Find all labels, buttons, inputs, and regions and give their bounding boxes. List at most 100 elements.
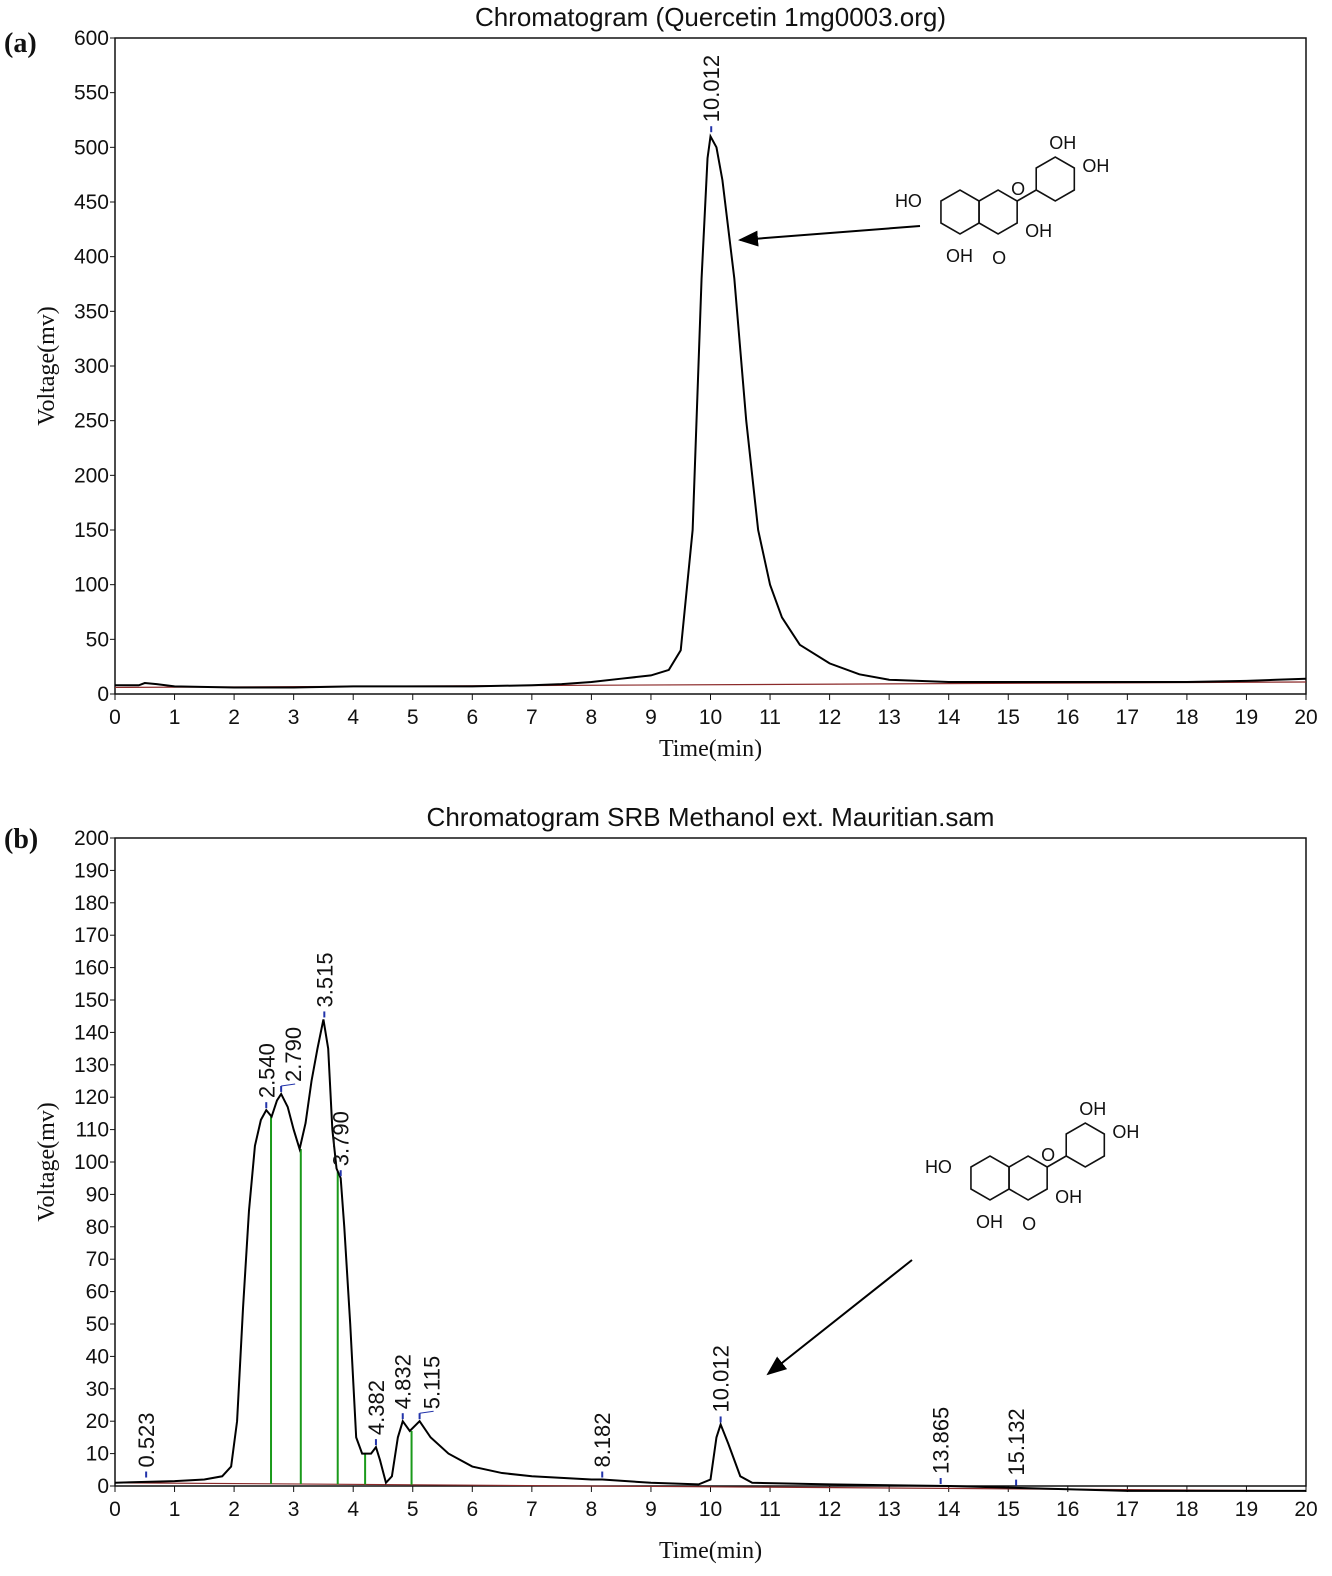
y-tick-label: 190	[74, 859, 109, 882]
x-tick-label: 10	[699, 706, 722, 729]
x-tick-label: 14	[937, 1498, 961, 1521]
chart-panel-b: (b) Chromatogram SRB Methanol ext. Maurit…	[4, 802, 1318, 1564]
x-tick-label: 9	[645, 1498, 657, 1521]
y-tick-label: 200	[74, 464, 109, 487]
chart-panel-a: (a) Chromatogram (Quercetin 1mg0003.org) 0…	[4, 2, 1318, 762]
chart-title: Chromatogram (Quercetin 1mg0003.org)	[475, 2, 946, 32]
panel-label: (b)	[4, 824, 38, 855]
molecule-label: OH	[1049, 133, 1076, 153]
chart-title: Chromatogram SRB Methanol ext. Mauritian…	[427, 802, 995, 832]
x-tick-label: 4	[347, 706, 359, 729]
x-tick-label: 5	[407, 1498, 419, 1521]
arrow	[738, 225, 921, 247]
molecule-ring	[970, 1155, 1010, 1201]
y-tick-label: 500	[74, 136, 109, 159]
y-tick-label: 110	[76, 1119, 109, 1142]
x-tick-label: 1	[169, 706, 181, 729]
x-tick-label: 6	[466, 1498, 478, 1521]
y-tick-label: 200	[74, 827, 109, 850]
x-tick-label: 8	[586, 706, 598, 729]
x-tick-label: 1	[169, 1498, 181, 1521]
y-tick-label: 100	[74, 574, 109, 597]
peak-label: 8.182	[590, 1412, 615, 1467]
x-tick-label: 9	[645, 706, 657, 729]
x-tick-label: 20	[1294, 1498, 1317, 1521]
x-tick-label: 10	[699, 1498, 722, 1521]
molecule-label: OH	[946, 246, 973, 266]
x-tick-label: 2	[228, 706, 240, 729]
molecule-ring	[1035, 156, 1076, 202]
x-tick-label: 8	[586, 1498, 598, 1521]
molecule-bond	[1016, 189, 1037, 202]
y-tick-label: 40	[86, 1345, 109, 1368]
peak-label: 2.790	[281, 1027, 306, 1082]
y-tick-label: 140	[74, 1021, 109, 1044]
y-tick-label: 400	[74, 246, 109, 269]
molecule-label: HO	[925, 1157, 952, 1177]
x-tick-label: 11	[759, 1498, 781, 1521]
quercetin-structure: HO OH OH OH OH O O	[895, 133, 1109, 268]
molecule-label: OH	[1025, 221, 1052, 241]
y-axis-label: Voltage(mv)	[34, 306, 60, 426]
x-tick-label: 18	[1175, 706, 1198, 729]
y-tick-label: 130	[74, 1054, 109, 1077]
x-tick-label: 7	[526, 1498, 538, 1521]
x-tick-label: 19	[1235, 1498, 1258, 1521]
x-tick-label: 13	[877, 706, 900, 729]
x-tick-label: 12	[818, 706, 841, 729]
x-tick-label: 6	[466, 706, 478, 729]
x-tick-label: 15	[997, 1498, 1020, 1521]
y-tick-label: 20	[86, 1410, 109, 1433]
y-tick-label: 170	[74, 924, 109, 947]
x-tick-label: 3	[288, 1498, 300, 1521]
quercetin-structure: HO OH OH OH OH O O	[925, 1099, 1139, 1234]
x-tick-label: 5	[407, 706, 419, 729]
y-tick-label: 70	[86, 1248, 109, 1271]
molecule-ring	[1065, 1122, 1106, 1168]
y-tick-label: 90	[86, 1183, 109, 1206]
molecule-ring	[940, 189, 980, 235]
molecule-label: O	[992, 248, 1006, 268]
y-tick-label: 120	[74, 1086, 109, 1109]
y-tick-label: 60	[86, 1281, 109, 1304]
peak-label: 10.012	[699, 55, 724, 122]
x-tick-label: 12	[818, 1498, 841, 1521]
peak-label: 3.515	[312, 952, 337, 1007]
x-tick-label: 20	[1294, 706, 1317, 729]
y-tick-label: 100	[74, 1151, 109, 1174]
x-tick-label: 15	[997, 706, 1020, 729]
y-tick-label: 160	[74, 957, 109, 980]
x-tick-label: 18	[1175, 1498, 1198, 1521]
x-tick-label: 16	[1056, 1498, 1079, 1521]
x-tick-label: 17	[1116, 1498, 1139, 1521]
peak-label: 5.115	[420, 1356, 445, 1409]
y-tick-label: 600	[74, 27, 109, 50]
x-tick-label: 4	[347, 1498, 359, 1521]
peak-label-leader	[419, 1410, 434, 1414]
y-tick-label: 30	[86, 1378, 109, 1401]
y-tick-label: 350	[74, 300, 109, 323]
molecule-label: OH	[1079, 1099, 1106, 1119]
molecule-label: O	[1011, 179, 1025, 199]
peak-label: 4.382	[364, 1380, 389, 1435]
molecule-label: HO	[895, 191, 922, 211]
x-tick-label: 14	[937, 706, 961, 729]
molecule-label: O	[1041, 1145, 1055, 1165]
arrow	[766, 1259, 913, 1376]
molecule-label: OH	[1055, 1187, 1082, 1207]
y-tick-label: 10	[86, 1443, 109, 1466]
molecule-bond	[1046, 1155, 1067, 1168]
y-tick-label: 250	[74, 410, 109, 433]
x-tick-label: 3	[288, 706, 300, 729]
x-tick-label: 2	[228, 1498, 240, 1521]
chromatogram-trace	[114, 1019, 1306, 1492]
x-tick-label: 17	[1116, 706, 1139, 729]
x-tick-label: 7	[526, 706, 538, 729]
x-tick-label: 13	[877, 1498, 900, 1521]
peak-label: 10.012	[709, 1345, 734, 1412]
x-tick-label: 0	[109, 1498, 121, 1521]
y-tick-label: 50	[86, 628, 109, 651]
x-tick-label: 16	[1056, 706, 1079, 729]
chromatogram-trace	[115, 133, 1307, 689]
